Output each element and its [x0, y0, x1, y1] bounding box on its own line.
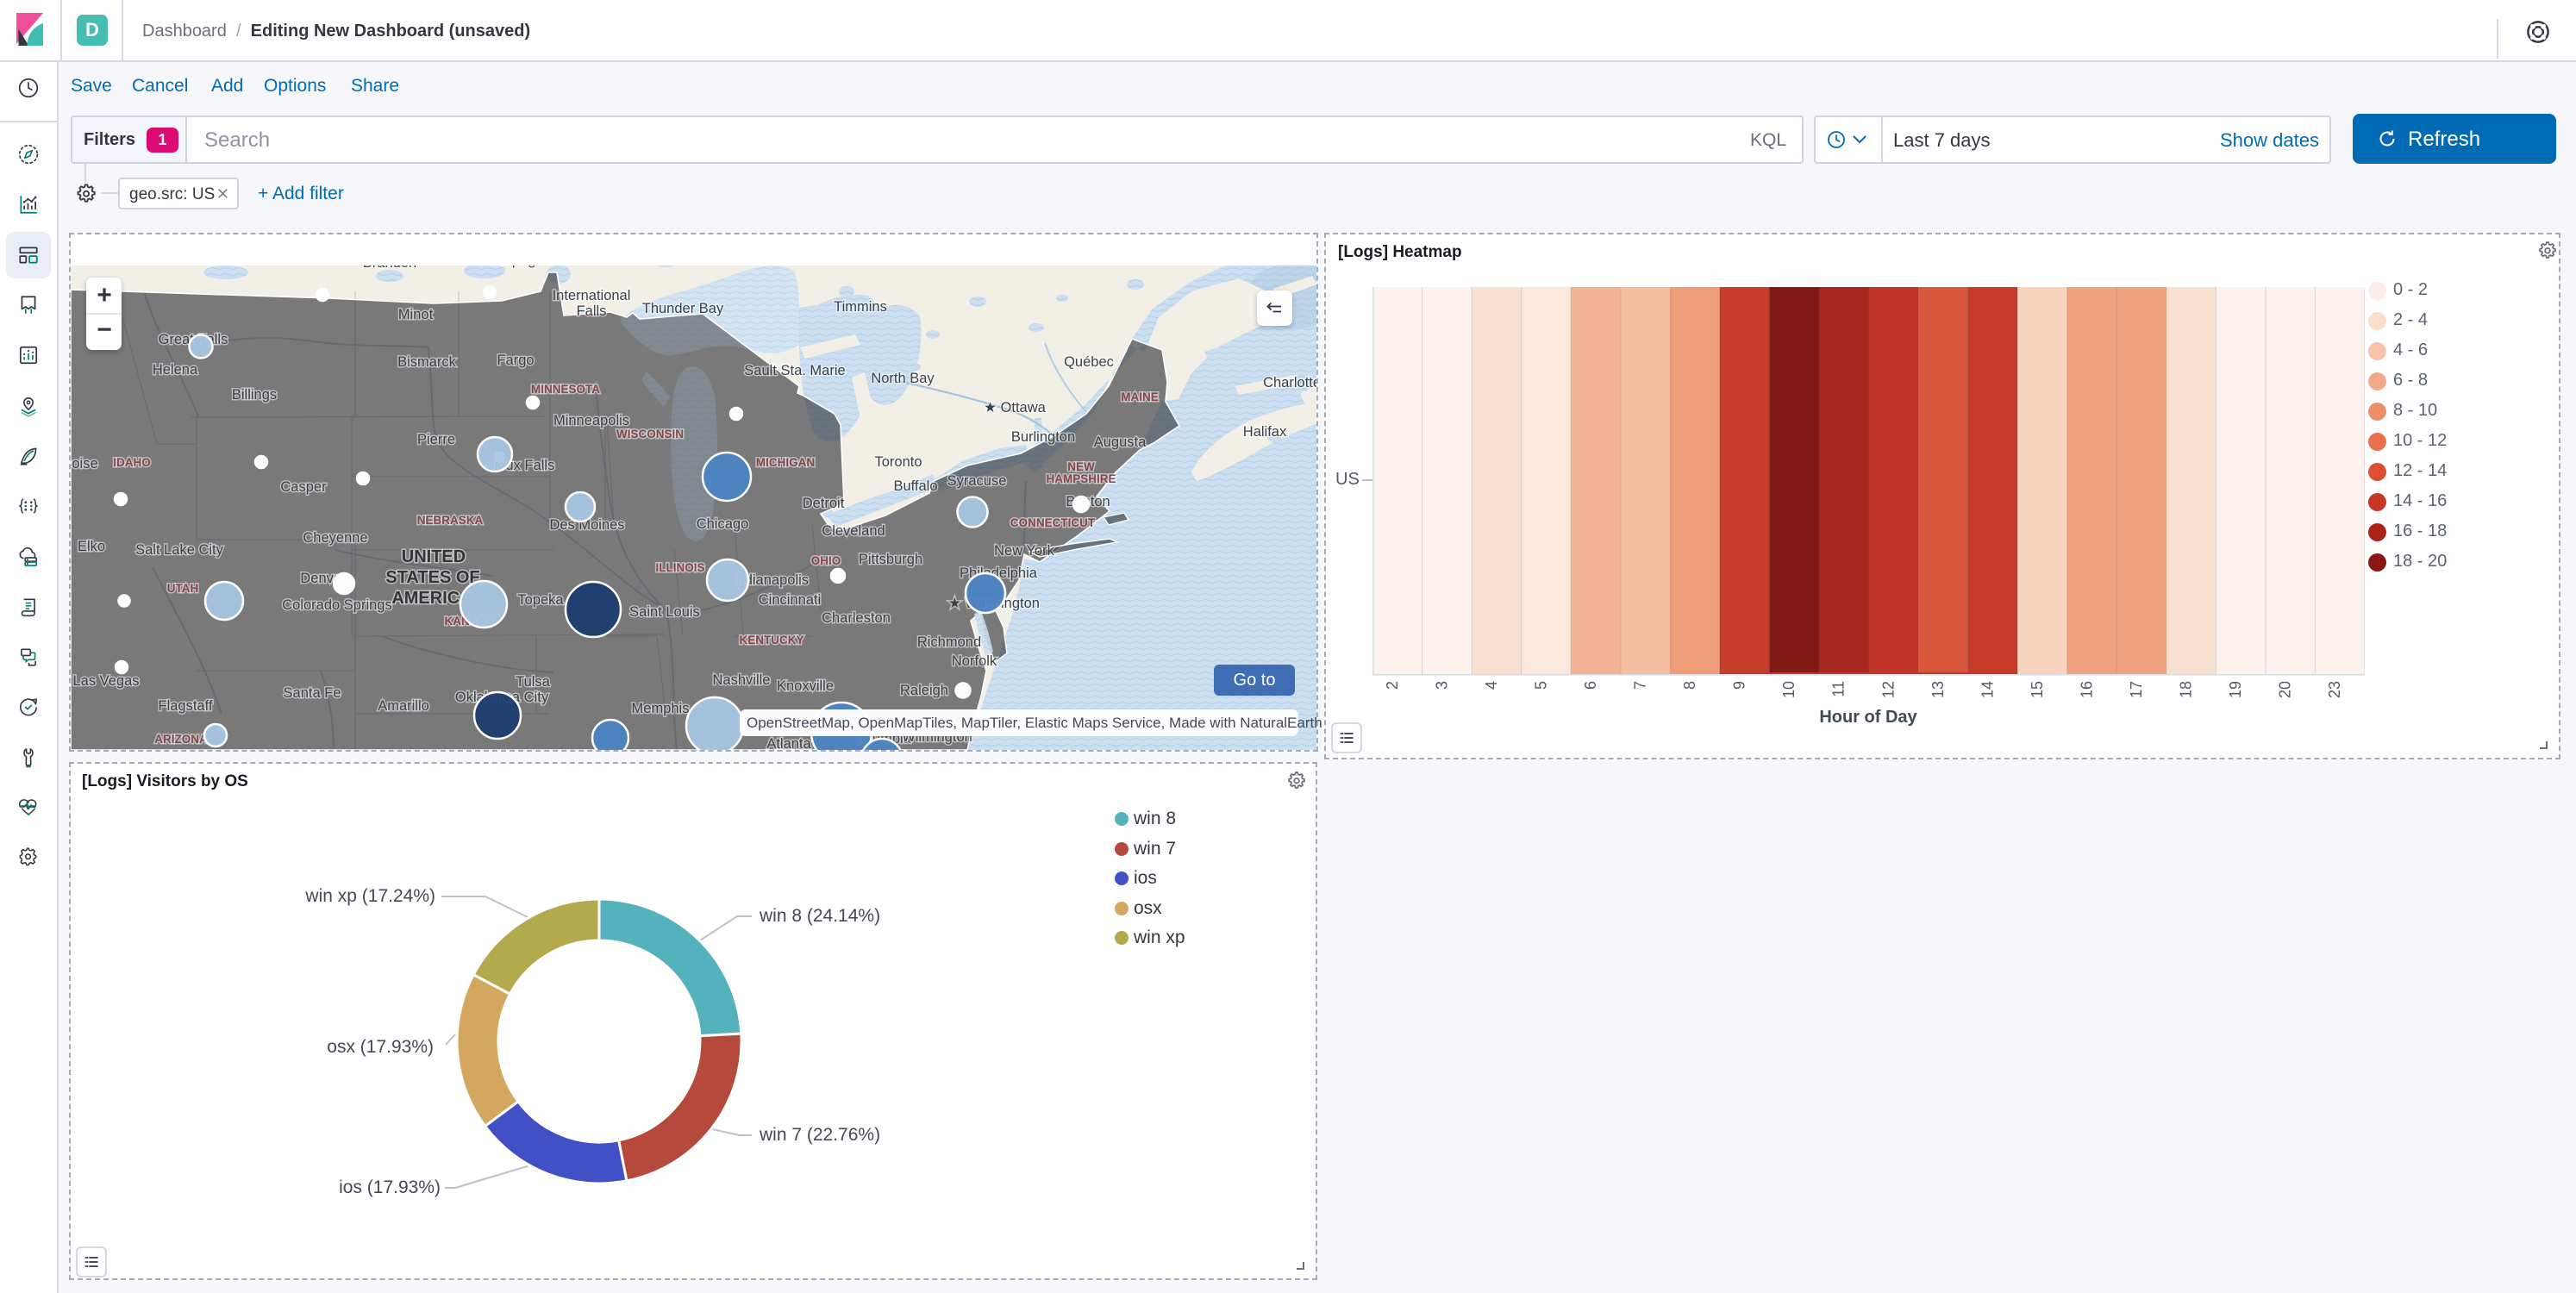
svg-text:17: 17: [2128, 681, 2145, 698]
svg-text:Thunder Bay: Thunder Bay: [642, 301, 724, 316]
svg-text:MICHIGAN: MICHIGAN: [756, 456, 815, 469]
svg-text:New York: New York: [994, 543, 1054, 559]
svg-text:Las Vegas: Las Vegas: [72, 673, 139, 689]
svg-text:Minot: Minot: [398, 307, 434, 322]
svg-text:CONNECTICUT: CONNECTICUT: [1010, 516, 1096, 529]
svg-text:Colorado Springs: Colorado Springs: [282, 597, 392, 613]
svg-text:KENTUCKY: KENTUCKY: [739, 634, 803, 646]
svg-text:23: 23: [2326, 681, 2343, 698]
svg-text:15: 15: [2029, 681, 2046, 698]
svg-text:Toronto: Toronto: [874, 454, 922, 470]
svg-text:Richmond: Richmond: [917, 634, 981, 650]
svg-text:Amarillo: Amarillo: [378, 698, 429, 714]
svg-text:Boise: Boise: [71, 456, 98, 472]
svg-text:Des Moines: Des Moines: [549, 517, 624, 533]
svg-text:Nashville: Nashville: [713, 672, 771, 688]
svg-text:Memphis: Memphis: [632, 701, 690, 716]
svg-text:ILLINOIS: ILLINOIS: [656, 561, 705, 574]
svg-text:10: 10: [1780, 681, 1798, 698]
svg-text:North Bay: North Bay: [871, 371, 935, 386]
svg-text:UNITED: UNITED: [402, 547, 466, 566]
svg-text:STATES OF: STATES OF: [385, 568, 479, 587]
svg-text:★ Ottawa: ★ Ottawa: [984, 400, 1046, 415]
svg-text:Sault Sta. Marie: Sault Sta. Marie: [744, 363, 845, 378]
svg-text:ARIZONA: ARIZONA: [154, 733, 208, 746]
svg-text:Pierre: Pierre: [417, 432, 455, 447]
svg-text:Syracuse: Syracuse: [947, 473, 1007, 489]
svg-text:Cheyenne: Cheyenne: [303, 530, 367, 546]
svg-text:9: 9: [1731, 681, 1748, 690]
svg-text:OHIO: OHIO: [811, 554, 841, 567]
svg-text:Casper: Casper: [280, 479, 327, 495]
svg-text:6: 6: [1582, 681, 1599, 690]
svg-text:Falls: Falls: [577, 303, 607, 319]
svg-text:Brandon: Brandon: [363, 265, 416, 271]
svg-text:16: 16: [2079, 681, 2096, 698]
svg-text:11: 11: [1830, 681, 1848, 697]
svg-text:5: 5: [1532, 681, 1549, 690]
svg-text:Cleveland: Cleveland: [822, 523, 885, 539]
svg-text:MAINE: MAINE: [1121, 390, 1159, 403]
svg-text:19: 19: [2227, 681, 2244, 698]
svg-text:WISCONSIN: WISCONSIN: [616, 428, 684, 440]
svg-text:Santa Fe: Santa Fe: [284, 685, 341, 701]
svg-text:Elko: Elko: [78, 539, 105, 554]
svg-text:Buffalo: Buffalo: [893, 478, 937, 494]
svg-text:Topeka: Topeka: [517, 592, 564, 608]
svg-text:Bismarck: Bismarck: [397, 354, 457, 370]
svg-text:Minneapolis: Minneapolis: [553, 413, 629, 428]
svg-text:Pittsburgh: Pittsburgh: [859, 552, 922, 567]
svg-text:Raleigh: Raleigh: [900, 683, 948, 698]
svg-text:8: 8: [1681, 681, 1698, 690]
svg-text:Tulsa: Tulsa: [516, 674, 551, 690]
svg-text:20: 20: [2277, 681, 2294, 698]
svg-text:Cincinnati: Cincinnati: [759, 592, 821, 608]
svg-text:Billings: Billings: [232, 387, 277, 403]
svg-text:7: 7: [1632, 681, 1649, 690]
svg-text:Knoxville: Knoxville: [777, 678, 834, 694]
svg-text:UTAH: UTAH: [167, 582, 199, 595]
svg-text:Charlottetown: Charlottetown: [1263, 375, 1316, 390]
svg-text:Fargo: Fargo: [497, 353, 534, 368]
svg-text:Timmins: Timmins: [834, 299, 887, 315]
svg-text:2: 2: [1384, 681, 1401, 690]
svg-text:13: 13: [1929, 681, 1947, 698]
svg-text:18: 18: [2178, 681, 2195, 698]
svg-text:4: 4: [1483, 681, 1500, 690]
svg-text:Winnipeg: Winnipeg: [477, 265, 536, 268]
svg-text:Québec: Québec: [1064, 354, 1114, 370]
svg-text:Charleston: Charleston: [822, 610, 891, 626]
svg-text:12: 12: [1879, 681, 1897, 698]
svg-text:Salt Lake City: Salt Lake City: [135, 542, 224, 558]
svg-text:IDAHO: IDAHO: [113, 456, 151, 469]
svg-text:Chicago: Chicago: [697, 516, 749, 532]
svg-text:14: 14: [1979, 681, 1996, 698]
svg-text:Augusta: Augusta: [1094, 434, 1147, 450]
svg-text:International: International: [553, 288, 631, 303]
svg-text:Helena: Helena: [153, 362, 198, 378]
svg-text:HAMPSHIRE: HAMPSHIRE: [1046, 472, 1116, 485]
svg-text:Atlanta: Atlanta: [766, 736, 811, 750]
svg-text:Indianapolis: Indianapolis: [733, 572, 809, 588]
svg-text:Saint Louis: Saint Louis: [629, 604, 700, 620]
svg-text:3: 3: [1433, 681, 1450, 690]
svg-text:Halifax: Halifax: [1243, 424, 1287, 440]
svg-text:NEBRASKA: NEBRASKA: [417, 514, 484, 527]
svg-text:NEW: NEW: [1067, 460, 1095, 473]
svg-text:Flagstaff: Flagstaff: [159, 698, 213, 714]
svg-text:MINNESOTA: MINNESOTA: [531, 383, 600, 396]
svg-text:Detroit: Detroit: [803, 496, 845, 511]
svg-text:Burlington: Burlington: [1011, 429, 1075, 445]
svg-text:Norfolk: Norfolk: [952, 653, 997, 669]
